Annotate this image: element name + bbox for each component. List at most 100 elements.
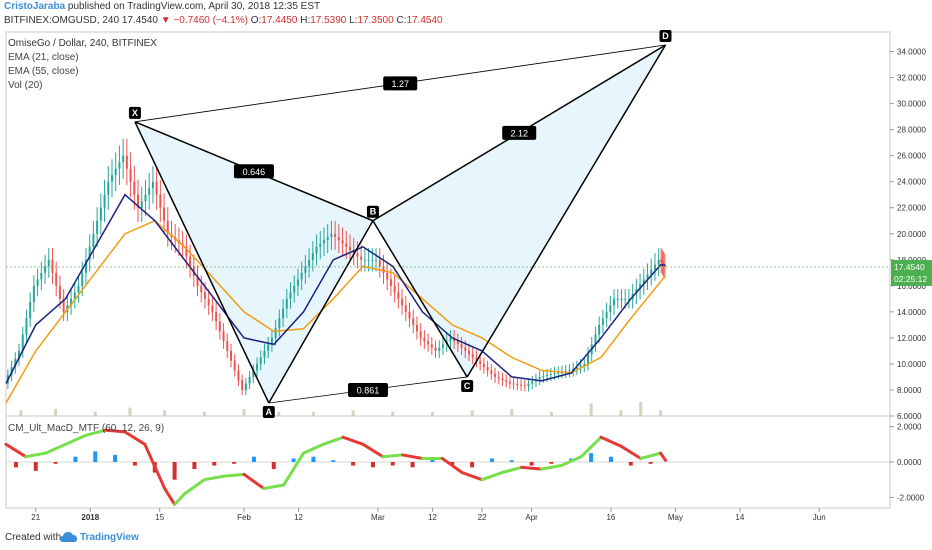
candle-body <box>311 253 314 260</box>
legend-ema55[interactable]: EMA (55, close) <box>8 66 79 77</box>
macd-line-segment <box>222 472 246 478</box>
candle-body <box>203 292 206 299</box>
candle-body <box>40 272 43 280</box>
candle-body <box>572 368 575 371</box>
macd-hist-bar <box>132 462 137 466</box>
candle-body <box>226 341 229 351</box>
candle-body <box>486 367 489 371</box>
current-price: 17.4540 <box>121 15 158 26</box>
macd-hist-bar <box>648 462 653 464</box>
macd-hist-bar <box>93 451 98 462</box>
pattern-leg-AB[interactable] <box>268 220 374 404</box>
candle-body <box>103 194 106 208</box>
candle-body <box>137 194 140 208</box>
legend-macd[interactable]: CM_Ult_MacD_MTF (60, 12, 26, 9) <box>8 423 165 434</box>
time-tick-label: 16 <box>606 513 615 522</box>
candle-body <box>32 285 35 303</box>
candle-body <box>594 334 597 345</box>
ratio-label: 2.12 <box>510 128 528 138</box>
candle-body <box>125 155 128 169</box>
candle-body <box>475 357 478 361</box>
candle-body <box>549 374 552 376</box>
pattern-point-C[interactable] <box>461 379 474 392</box>
candle-body <box>256 363 259 371</box>
macd-hist-bar <box>370 462 375 468</box>
macd-hist-bar <box>470 462 475 468</box>
chart-canvas[interactable]: 6.0000 8.0000 10.0000 12.0000 14.0000 16.0000… <box>0 0 932 530</box>
candle-body <box>546 374 549 376</box>
candle-body <box>650 269 653 275</box>
macd-line-segment <box>44 442 68 455</box>
candle-body <box>107 181 110 195</box>
candle-body <box>598 324 601 335</box>
candle-body <box>482 363 485 368</box>
candle-body <box>415 324 418 332</box>
macd-hist-bar <box>628 462 633 466</box>
author-name[interactable]: CristoJaraba <box>4 1 66 12</box>
ratio-label-bg <box>383 76 418 91</box>
volume-bar <box>430 411 434 416</box>
pattern-point-X[interactable] <box>128 106 141 119</box>
candle-body <box>300 272 303 280</box>
time-tick-label: May <box>668 513 683 522</box>
candle-body <box>438 347 441 351</box>
pattern-fill <box>372 45 666 377</box>
legend-ema21[interactable]: EMA (21, close) <box>8 52 79 63</box>
macd-line-segment <box>163 487 177 506</box>
volume-bar <box>510 409 514 416</box>
candle-body <box>453 337 456 342</box>
macd-hist-bar <box>608 456 613 462</box>
candle-body <box>449 337 452 342</box>
candle-body <box>185 246 188 257</box>
legend-title: OmiseGo / Dollar, 240, BITFINEX <box>8 38 157 49</box>
candle-body <box>330 233 333 238</box>
macd-line-segment <box>619 444 643 460</box>
volume-bar <box>549 411 553 416</box>
pattern-leg-CD[interactable] <box>466 44 667 378</box>
macd-line-segment <box>500 465 524 475</box>
candle-body <box>363 259 366 261</box>
candle-body <box>505 380 508 382</box>
macd-hist-bar <box>549 462 554 464</box>
candle-body <box>14 359 17 368</box>
legend-volume[interactable]: Vol (20) <box>8 80 43 91</box>
price-tick-label: 12.0000 <box>897 334 926 343</box>
candle-body <box>397 292 400 299</box>
candle-body <box>270 337 273 345</box>
pattern-point-B[interactable] <box>366 205 379 218</box>
high-value: 17.5390 <box>310 15 347 26</box>
pattern-point-D[interactable] <box>659 30 672 43</box>
pattern-leg-XA[interactable] <box>134 121 270 404</box>
candle-body <box>587 354 590 364</box>
candle-body <box>386 272 389 280</box>
pattern-point-A[interactable] <box>262 405 275 418</box>
pattern-leg-BC[interactable] <box>372 220 468 378</box>
volume-bar <box>19 410 23 416</box>
price-tick-label: 24.0000 <box>897 178 926 187</box>
candle-body <box>520 384 523 386</box>
chart-frame <box>5 31 891 509</box>
price-tag <box>891 259 932 286</box>
symbol-label[interactable]: BITFINEX:OMGUSD, 240 <box>4 15 120 26</box>
candle-body <box>464 347 467 351</box>
candle-body <box>349 246 352 251</box>
macd-hist-bar <box>232 462 237 464</box>
macd-line-segment <box>103 428 127 434</box>
candle-body <box>133 181 136 195</box>
ema55-line[interactable] <box>5 219 667 404</box>
low-value: 17.3500 <box>357 15 394 26</box>
macd-hist-bar <box>13 462 18 468</box>
ratio-label: 1.27 <box>391 79 409 89</box>
macd-hist-bar <box>351 462 356 466</box>
candle-body <box>456 341 459 345</box>
candle-body <box>129 168 132 182</box>
ema21-line[interactable] <box>5 193 666 384</box>
macd-line-segment <box>579 435 603 459</box>
candle-body <box>122 155 125 163</box>
price-tick-label: 22.0000 <box>897 204 926 213</box>
candle-body <box>29 302 32 319</box>
tradingview-brand[interactable]: TradingView <box>80 532 139 543</box>
candle-body <box>378 259 381 267</box>
candle-body <box>471 354 474 358</box>
candle-body <box>609 305 612 312</box>
